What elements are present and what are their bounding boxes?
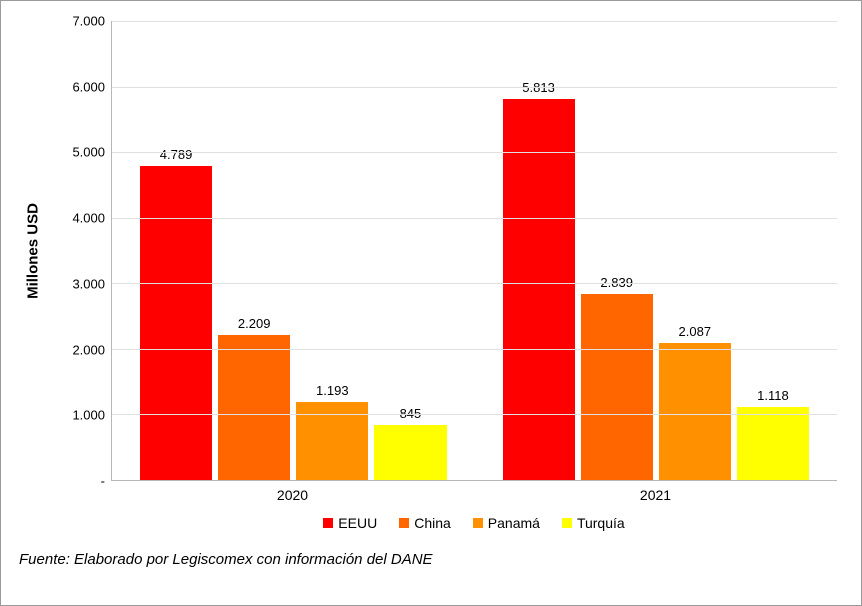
bar-wrap: 1.118 [737,21,809,480]
chart-frame: Millones USD - 1.000 2.000 3.000 4.000 5.000 6… [0,0,862,606]
gridline [112,87,837,88]
bar-groups: 4.789 2.209 1.193 845 5.8132.839 2.087 1.118 [112,21,837,480]
gridline [112,21,837,22]
legend-swatch [323,518,333,528]
y-tick-label: 4.000 [72,211,105,226]
plot-cell: 4.789 2.209 1.193 845 5.8132.839 2.087 1.118 [111,21,837,481]
bar [581,294,653,480]
bar-value-label: 4.789 [160,147,193,162]
bar-wrap: 4.789 [140,21,212,480]
bar [374,425,446,480]
y-tick-label: - [101,474,105,489]
y-tick-label: 3.000 [72,276,105,291]
bar [737,407,809,480]
y-axis-title: Millones USD [25,203,42,299]
legend-item: Panamá [473,515,540,531]
gridline [112,283,837,284]
legend-swatch [473,518,483,528]
plot-area: 4.789 2.209 1.193 845 5.8132.839 2.087 1.118 [111,21,837,481]
bar-value-label: 2.087 [679,324,712,339]
bar-value-label: 1.193 [316,383,349,398]
bar-wrap: 2.087 [659,21,731,480]
legend: EEUU China Panamá Turquía [111,509,837,531]
legend-label: EEUU [338,515,377,531]
bar [140,166,212,480]
legend-label: Panamá [488,515,540,531]
y-tick-label: 6.000 [72,79,105,94]
bar-group: 5.8132.839 2.087 1.118 [475,21,838,480]
bar-wrap: 5.813 [503,21,575,480]
bar-wrap: 1.193 [296,21,368,480]
gridline [112,414,837,415]
bar [218,335,290,480]
bar-group: 4.789 2.209 1.193 845 [112,21,475,480]
y-axis-ticks: -1.0002.0003.0004.0005.0006.0007.000 [47,21,111,481]
legend-item: EEUU [323,515,377,531]
y-tick-label: 1.000 [72,408,105,423]
x-tick-label: 2021 [474,481,837,509]
legend-item: Turquía [562,515,625,531]
bar-value-label: 2.209 [238,316,271,331]
legend-swatch [562,518,572,528]
legend-label: China [414,515,451,531]
gridline [112,349,837,350]
chart-body: Millones USD -1.0002.0003.0004.0005.0006… [19,21,837,481]
bar-value-label: 1.118 [757,388,789,403]
bar-value-label: 845 [400,406,422,421]
bar-wrap: 845 [374,21,446,480]
y-axis-title-cell: Millones USD [19,21,47,481]
bar [659,343,731,480]
bar-wrap: 2.209 [218,21,290,480]
x-tick-label: 2020 [111,481,474,509]
legend-item: China [399,515,451,531]
gridline [112,152,837,153]
y-tick-label: 2.000 [72,342,105,357]
bar-wrap: 2.839 [581,21,653,480]
legend-label: Turquía [577,515,625,531]
y-tick-label: 7.000 [72,14,105,29]
x-axis: 20202021 [111,481,837,509]
gridline [112,218,837,219]
bar [503,99,575,480]
legend-swatch [399,518,409,528]
y-tick-label: 5.000 [72,145,105,160]
source-caption: Fuente: Elaborado por Legiscomex con inf… [19,551,837,568]
